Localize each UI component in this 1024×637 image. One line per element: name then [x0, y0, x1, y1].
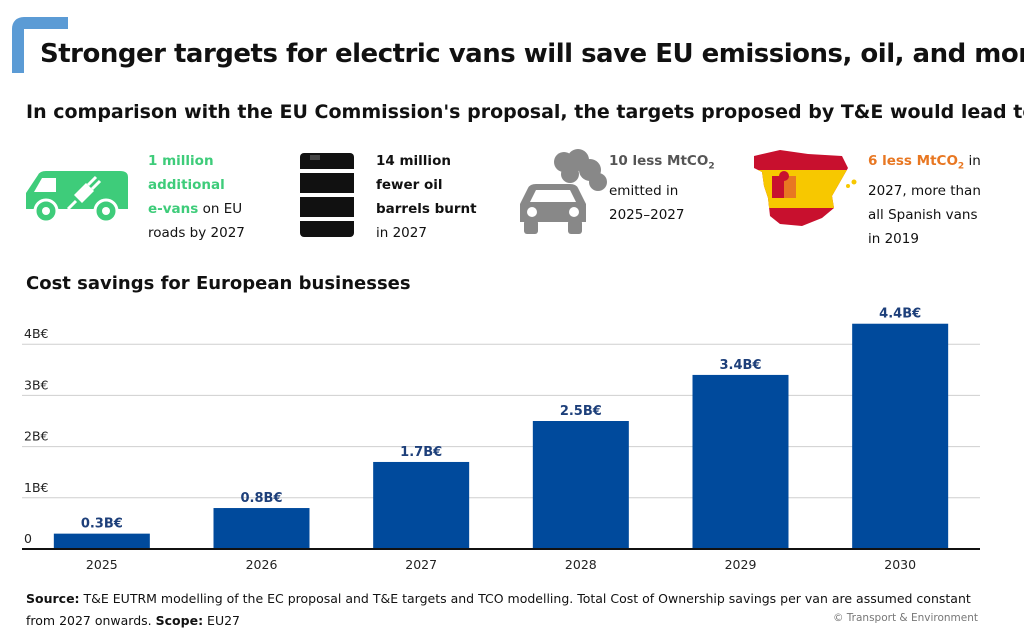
source-note: Source: T&E EUTRM modelling of the EC pr… — [26, 591, 971, 628]
data-label: 0.8B€ — [241, 491, 283, 506]
y-tick-label: 4B€ — [24, 326, 49, 341]
x-tick-label: 2030 — [884, 557, 916, 572]
stat-oil-barrels: 14 million fewer oil barrels burnt in 20… — [376, 153, 477, 241]
corner-bracket-logo — [12, 17, 68, 73]
electric-van-icon — [26, 171, 128, 224]
page-subtitle: In comparison with the EU Commission's p… — [26, 101, 1024, 123]
polluting-car-icon — [520, 149, 607, 234]
bar — [213, 508, 310, 549]
page-title: Stronger targets for electric vans will … — [40, 39, 1024, 69]
oil-barrel-icon — [296, 153, 358, 237]
bar — [373, 461, 470, 549]
x-tick-label: 2029 — [725, 557, 757, 572]
x-tick-label: 2025 — [86, 557, 118, 572]
bar — [852, 323, 949, 549]
x-tick-label: 2026 — [246, 557, 278, 572]
data-label: 2.5B€ — [560, 404, 602, 419]
cost-savings-bar-chart: 0 1B€ 2B€ 3B€ 4B€ 0.3B€ 2025 0.8B€ 2026 1.7B€ 2027… — [22, 307, 980, 572]
stat-emissions-saved: 10 less MtCO2 emitted in 2025–2027 — [609, 153, 715, 223]
bar — [53, 533, 150, 549]
data-label: 1.7B€ — [400, 445, 442, 460]
data-label: 4.4B€ — [879, 307, 921, 322]
y-tick-label: 0 — [24, 531, 32, 546]
data-label: 3.4B€ — [720, 358, 762, 373]
bar — [532, 421, 629, 549]
copyright: © Transport & Environment — [832, 612, 978, 624]
stat-new-evans: 1 million additional e-vans on EU roads … — [148, 153, 245, 241]
spain-map-icon — [754, 150, 857, 226]
y-tick-label: 1B€ — [24, 480, 49, 495]
data-label: 0.3B€ — [81, 517, 123, 532]
y-tick-label: 3B€ — [24, 377, 49, 392]
x-tick-label: 2028 — [565, 557, 597, 572]
stat-spain-comparison: 6 less MtCO2 in 2027, more than all Span… — [868, 153, 981, 247]
x-tick-label: 2027 — [405, 557, 437, 572]
bar — [692, 374, 789, 549]
chart-title: Cost savings for European businesses — [26, 273, 411, 294]
y-tick-label: 2B€ — [24, 429, 49, 444]
